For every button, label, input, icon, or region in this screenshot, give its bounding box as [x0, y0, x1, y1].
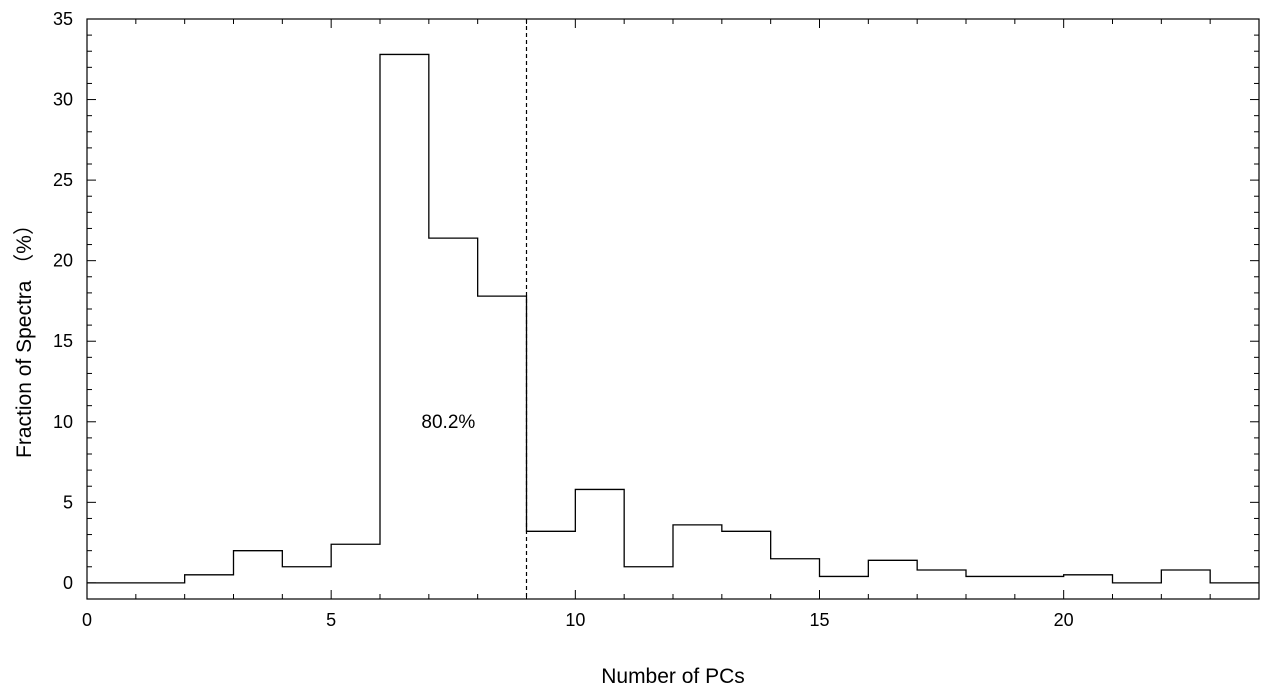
histogram-bin	[527, 531, 576, 583]
histogram-bin	[917, 570, 966, 583]
histogram-bin	[575, 489, 624, 582]
y-tick-label: 15	[53, 331, 73, 351]
histogram-bin	[673, 525, 722, 583]
histogram-bin	[429, 238, 478, 583]
x-tick-label: 20	[1054, 610, 1074, 630]
histogram-bins	[185, 54, 1211, 582]
histogram-outline	[87, 53, 1259, 584]
histogram-bin	[478, 296, 527, 583]
x-tick-labels: 0 5 10 15 20	[82, 610, 1074, 630]
y-tick-label: 25	[53, 170, 73, 190]
histogram-bin	[380, 54, 429, 582]
plot-frame	[86, 18, 1260, 600]
histogram-bin	[868, 560, 917, 583]
histogram-bin	[1064, 575, 1113, 583]
x-tick-label: 0	[82, 610, 92, 630]
histogram-bin	[185, 575, 234, 583]
annotation-text: 80.2%	[421, 412, 475, 433]
histogram-bin	[771, 559, 820, 583]
x-tick-label: 15	[809, 610, 829, 630]
axis-ticks	[86, 18, 1260, 599]
y-tick-label: 30	[53, 90, 73, 110]
histogram-bin	[331, 544, 380, 583]
y-tick-labels: 0 5 10 15 20 25 30 35	[53, 9, 73, 593]
histogram-bin	[624, 567, 673, 583]
x-tick-label: 5	[326, 610, 336, 630]
x-tick-label: 10	[565, 610, 585, 630]
histogram-bin	[282, 567, 331, 583]
y-tick-label: 35	[53, 9, 73, 29]
histogram-bin	[820, 576, 869, 582]
y-axis-title: Fraction of Spectra （%）	[13, 214, 36, 458]
histogram-bin	[1161, 570, 1210, 583]
y-tick-label: 10	[53, 412, 73, 432]
x-axis-title: Number of PCs	[601, 665, 745, 688]
y-tick-label: 5	[63, 492, 73, 512]
y-tick-label: 0	[63, 573, 73, 593]
histogram-bin	[966, 576, 1064, 582]
histogram-bin	[234, 551, 283, 583]
histogram-bin	[722, 531, 771, 583]
y-tick-label: 20	[53, 251, 73, 271]
